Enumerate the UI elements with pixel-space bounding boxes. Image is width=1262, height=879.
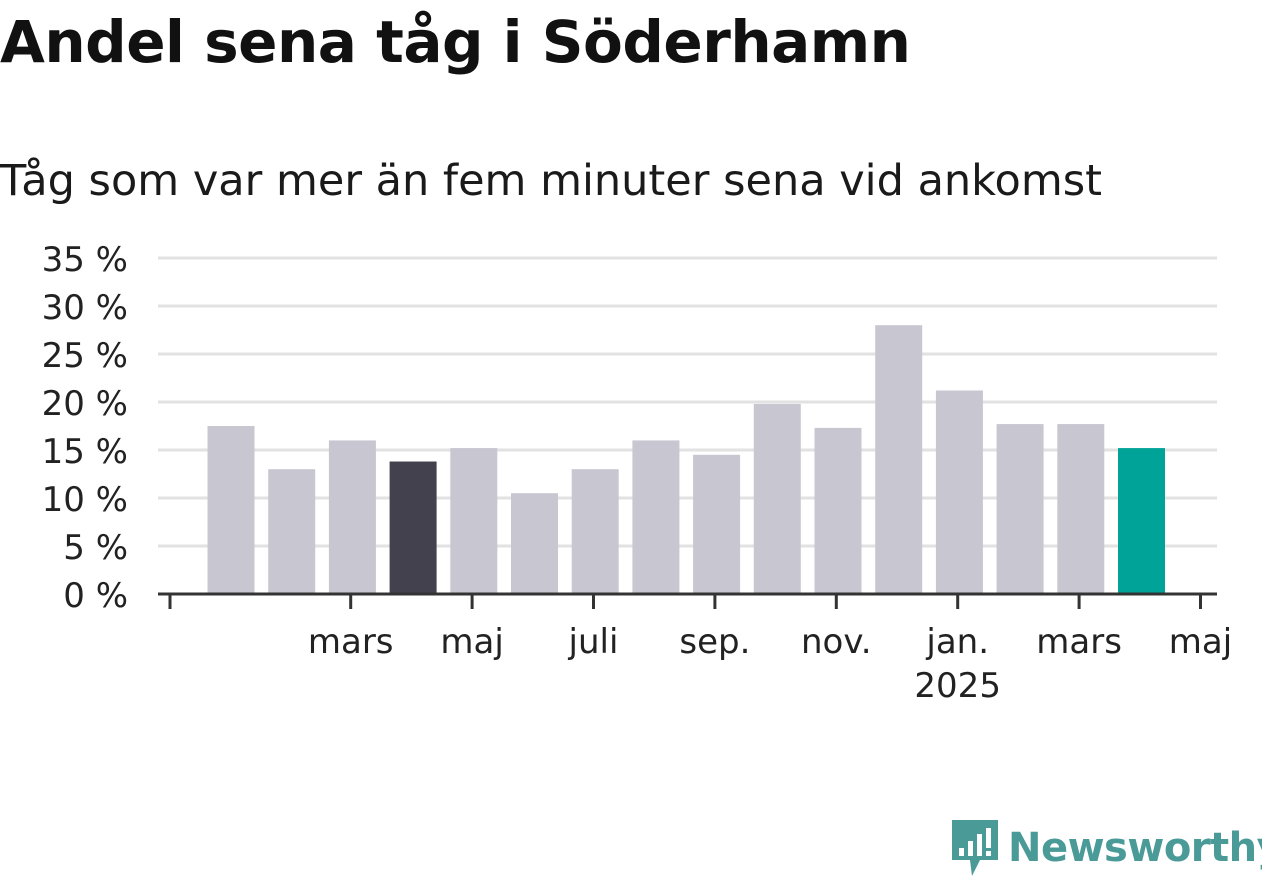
- y-tick-label: 35 %: [42, 240, 128, 280]
- x-axis-labels: mars maj juli sep. nov. jan.2025 mars maj: [308, 622, 1232, 706]
- bar-2024-12: [814, 427, 862, 594]
- x-tick-label: sep.: [679, 622, 750, 662]
- bar-2024-11: [753, 403, 801, 594]
- y-axis-labels: 0 % 5 % 10 % 15 % 20 % 25 % 30 % 35 %: [42, 240, 128, 616]
- y-tick-label: 5 %: [63, 528, 128, 568]
- bar-2024-08: [571, 469, 619, 594]
- x-tick-label: maj: [1169, 622, 1232, 662]
- x-tick-sublabel: 2025: [914, 666, 1001, 706]
- x-tick-label: mars: [308, 622, 394, 662]
- newsworthy-logo-icon: [952, 820, 998, 876]
- bar-2024-02: [207, 426, 255, 594]
- bar-2024-05: [389, 461, 437, 594]
- newsworthy-logo: Newsworthy: [950, 818, 1262, 878]
- bar-2024-04: [328, 440, 376, 594]
- x-tick-label: jan.: [925, 622, 989, 662]
- y-tick-label: 15 %: [42, 432, 128, 472]
- logo-text: Newsworthy: [1008, 825, 1262, 871]
- x-tick-label: maj: [440, 622, 503, 662]
- x-tick-label: juli: [568, 622, 619, 662]
- bar-2024-03: [268, 469, 316, 594]
- bars: [207, 325, 1165, 594]
- x-tick-label: mars: [1036, 622, 1122, 662]
- chart-title: Andel sena tåg i Söderhamn: [0, 8, 911, 76]
- y-tick-label: 20 %: [42, 384, 128, 424]
- y-tick-label: 25 %: [42, 336, 128, 376]
- y-tick-label: 10 %: [42, 480, 128, 520]
- bar-2025-03: [996, 424, 1044, 594]
- y-tick-label: 0 %: [63, 576, 128, 616]
- bar-2025-02: [935, 390, 983, 594]
- bar-2025-01: [875, 325, 923, 594]
- bar-2025-05: [1118, 448, 1165, 594]
- chart-subtitle: Tåg som var mer än fem minuter sena vid …: [0, 156, 1103, 206]
- y-tick-label: 30 %: [42, 288, 128, 328]
- bar-2025-04: [1057, 424, 1105, 594]
- x-axis: [158, 592, 1217, 609]
- x-tick-label: nov.: [801, 622, 872, 662]
- bar-2024-09: [632, 440, 680, 594]
- bar-2024-10: [693, 454, 741, 594]
- bar-2024-07: [511, 493, 558, 594]
- bar-2024-06: [450, 448, 498, 594]
